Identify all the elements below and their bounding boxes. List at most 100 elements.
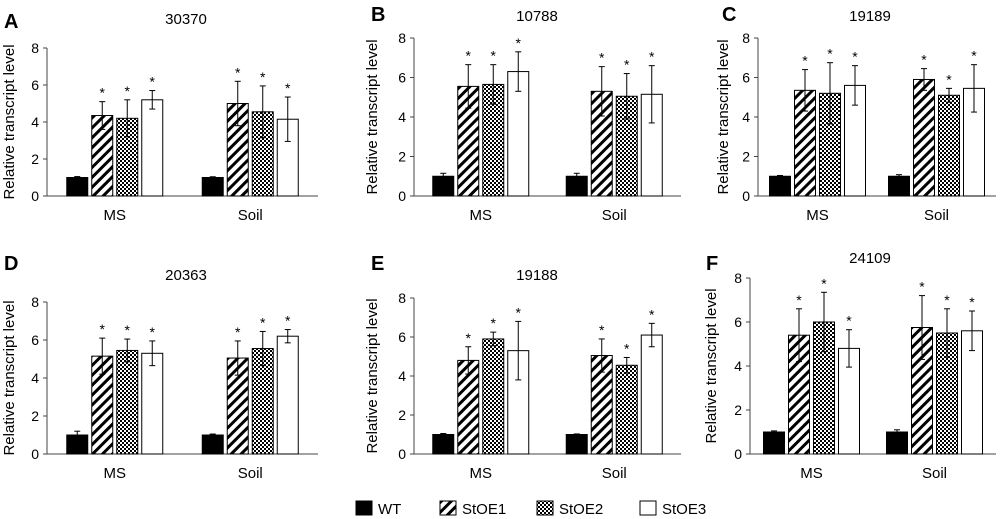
x-tick-label: MS [104,465,127,482]
significance-marker: * [827,46,833,62]
significance-marker: * [100,321,106,337]
y-tick-label: 6 [31,332,39,348]
y-tick-label: 8 [734,270,742,286]
y-tick-label: 6 [742,70,750,86]
bar [116,349,139,455]
bar [201,177,224,197]
significance-marker: * [466,48,472,64]
significance-marker: * [649,49,655,65]
significance-marker: * [466,330,472,346]
significance-marker: * [150,324,156,340]
y-tick-label: 0 [734,446,742,462]
significance-marker: * [491,48,497,64]
y-tick-label: 8 [398,290,406,306]
y-tick-label: 8 [742,30,750,46]
y-tick-label: 2 [398,149,406,165]
x-tick-label: Soil [238,207,263,224]
chart-title: 30370 [165,11,207,28]
x-tick-label: MS [470,207,493,224]
significance-marker: * [235,64,241,80]
panel-label: B [371,4,385,26]
chart-panel: F 24109 Relative transcript level 0 2 4 6 8 * * * M… [703,250,996,482]
significance-marker: * [491,315,497,331]
y-tick-label: 6 [31,77,39,93]
chart-panel: E 19188 Relative transcript level 0 2 4 6 8 * * * M… [364,253,681,482]
y-axis-label: Relative transcript level [364,298,381,453]
significance-marker: * [599,322,605,338]
y-tick-label: 4 [31,370,39,386]
legend-label: StOE1 [462,501,506,518]
bar [482,338,505,455]
legend: WT StOE1 StOE2 StOE3 [355,500,706,518]
chart-title: 24109 [849,250,891,267]
y-tick-label: 4 [398,368,406,384]
panel-label: A [4,11,18,33]
y-tick-label: 8 [398,30,406,46]
y-axis-label: Relative transcript level [1,44,18,199]
chart-panels: A 30370 Relative transcript level 0 2 4 6 8 * * * M… [1,4,996,482]
y-tick-label: 4 [734,358,742,374]
x-tick-label: Soil [924,207,949,224]
chart-panel: D 20363 Relative transcript level 0 2 4 6 8 * * * M… [1,253,318,482]
y-tick-label: 2 [31,408,39,424]
legend-label: StOE3 [662,501,706,518]
chart-title: 20363 [165,267,207,284]
significance-marker: * [846,313,852,329]
significance-marker: * [946,71,952,87]
significance-marker: * [971,48,977,64]
significance-marker: * [599,50,605,66]
y-tick-label: 6 [734,314,742,330]
panel-label: E [371,253,384,275]
y-tick-label: 4 [742,109,750,125]
legend-label: WT [378,501,401,518]
y-axis-label: Relative transcript level [715,39,732,194]
x-tick-label: Soil [602,207,627,224]
x-tick-label: Soil [602,465,627,482]
y-axis-label: Relative transcript level [703,288,720,443]
y-tick-label: 2 [742,149,750,165]
significance-marker: * [821,275,827,291]
significance-marker: * [796,292,802,308]
y-tick-label: 0 [742,188,750,204]
significance-marker: * [624,57,630,73]
bar [141,352,164,455]
panel-label: C [722,4,736,26]
y-axis-label: Relative transcript level [364,39,381,194]
y-tick-label: 6 [398,329,406,345]
y-tick-label: 2 [398,407,406,423]
x-tick-label: MS [104,207,127,224]
chart-title: 19188 [516,267,558,284]
x-tick-label: Soil [922,465,947,482]
legend-swatch [355,500,373,516]
y-tick-label: 4 [31,114,39,130]
y-tick-label: 2 [31,151,39,167]
bar [640,334,663,455]
significance-marker: * [100,85,106,101]
significance-marker: * [969,294,975,310]
legend-swatch [536,500,554,516]
bar [888,175,910,197]
x-tick-label: MS [806,207,829,224]
y-tick-label: 8 [31,294,39,310]
significance-marker: * [624,340,630,356]
y-axis-label: Relative transcript level [1,300,18,455]
significance-marker: * [125,83,131,99]
significance-marker: * [125,322,131,338]
bar [432,434,455,455]
bar [763,431,785,455]
x-tick-label: Soil [238,465,263,482]
bar [276,335,299,455]
significance-marker: * [150,74,156,90]
significance-marker: * [235,324,241,340]
legend-swatch [439,500,457,516]
x-tick-label: MS [800,465,823,482]
y-tick-label: 2 [734,402,742,418]
bar [938,94,960,197]
significance-marker: * [260,69,266,85]
y-tick-label: 0 [31,188,39,204]
significance-marker: * [852,49,858,65]
significance-marker: * [285,313,291,329]
significance-marker: * [944,292,950,308]
chart-panel: A 30370 Relative transcript level 0 2 4 6 8 * * * M… [1,11,318,224]
